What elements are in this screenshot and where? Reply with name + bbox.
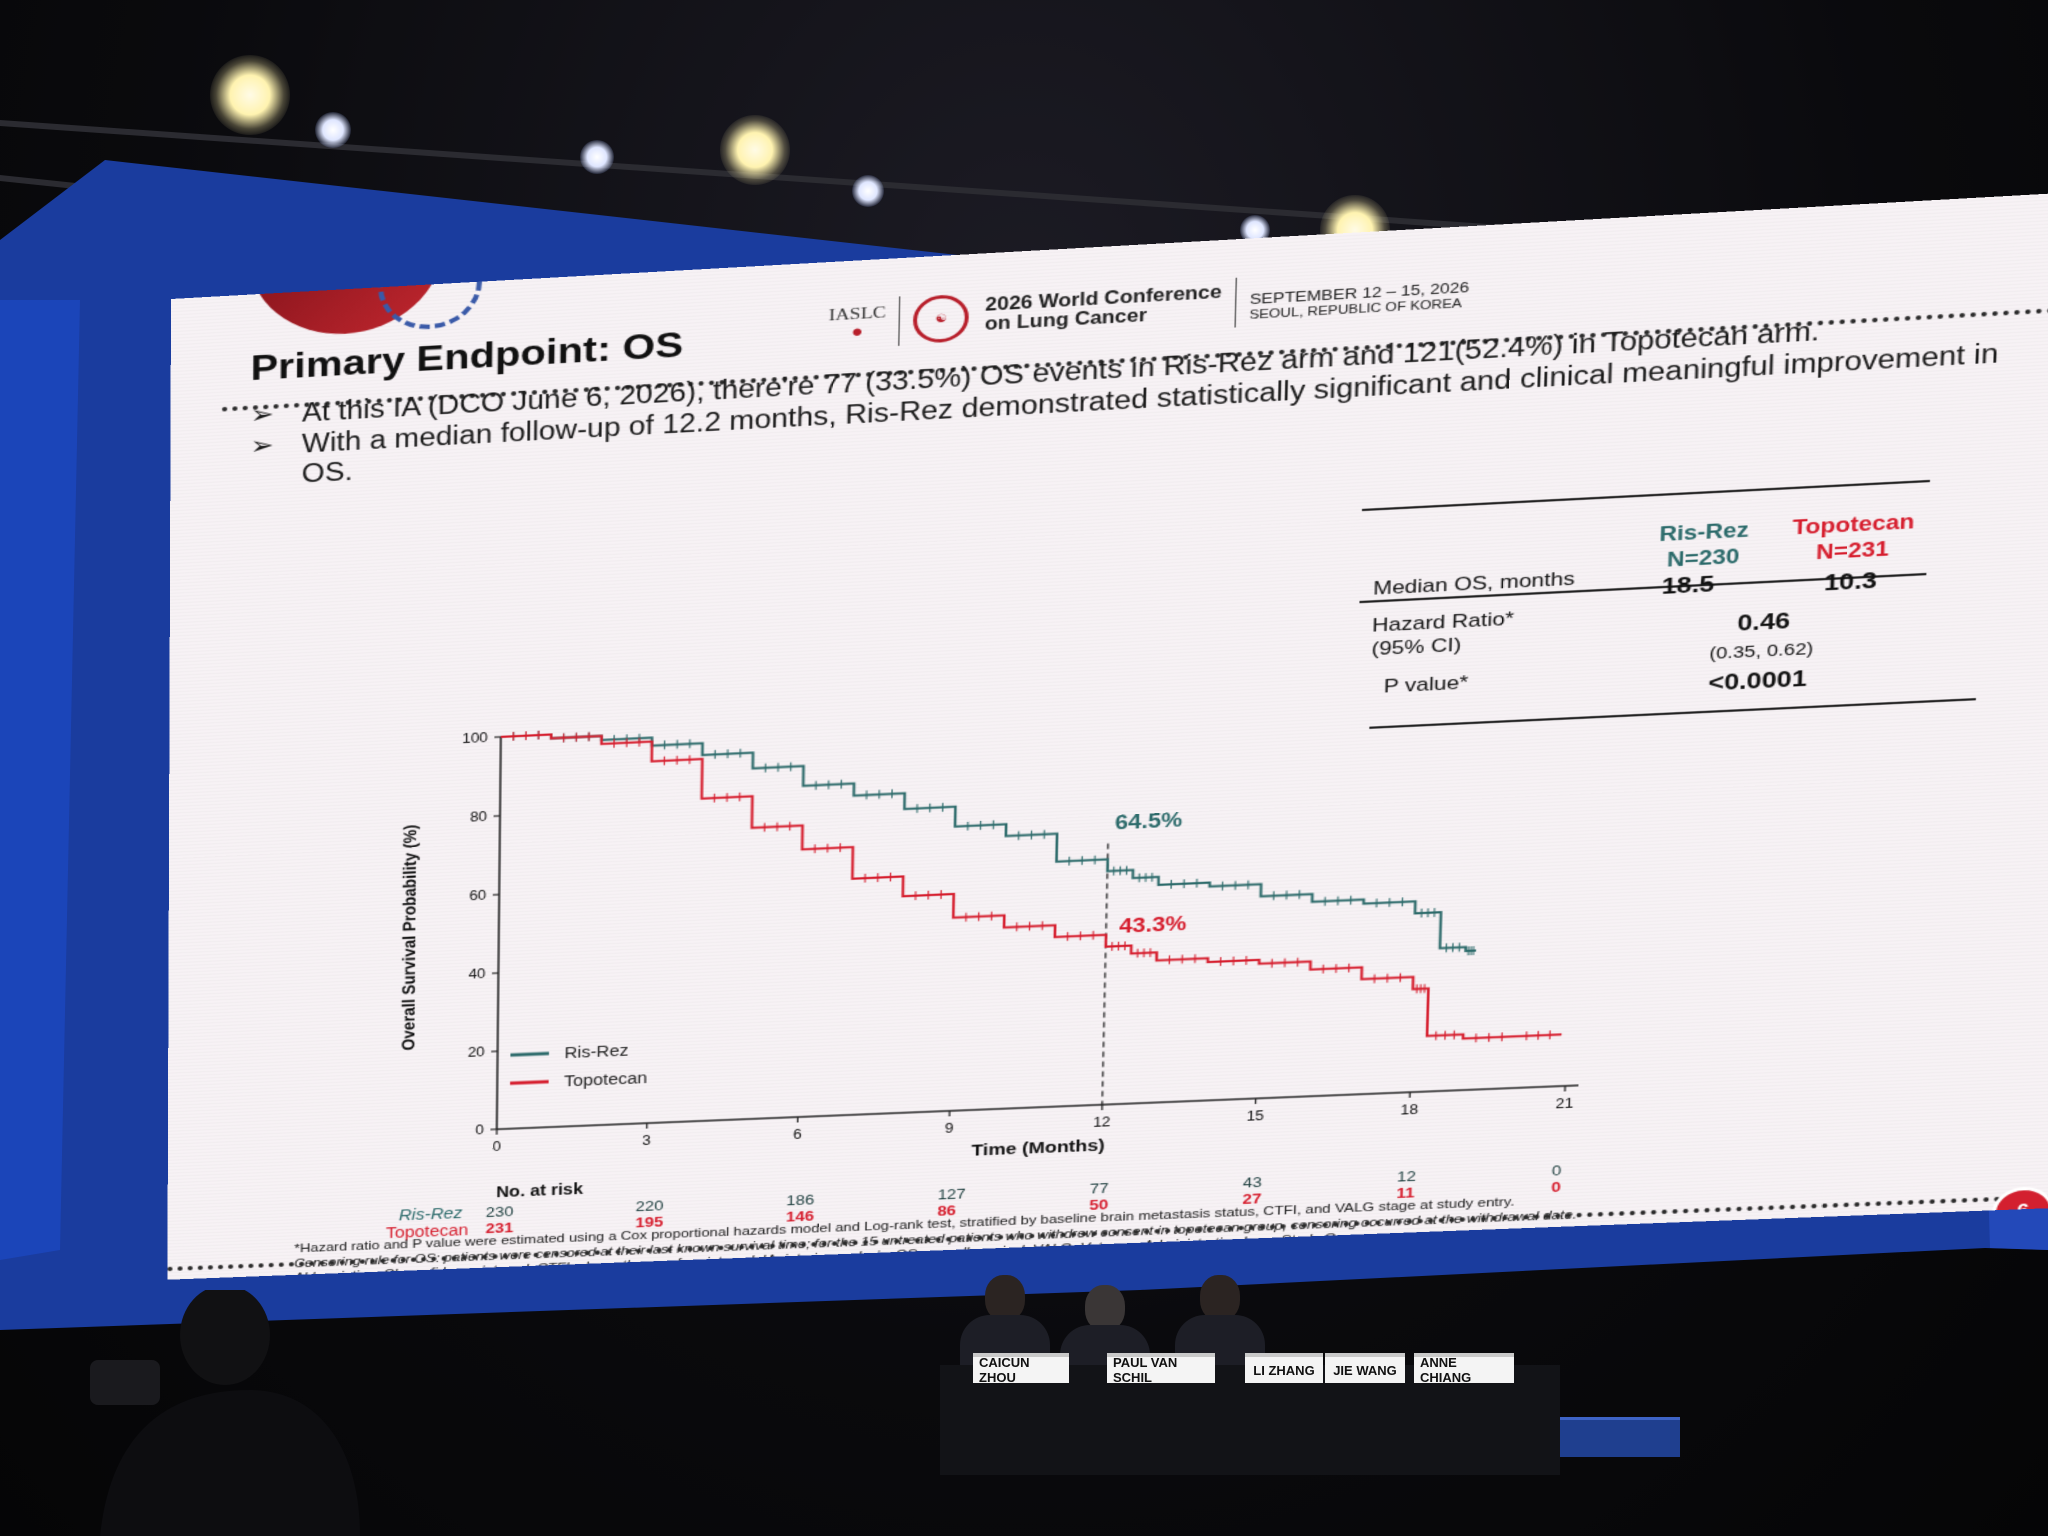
x-tick-label: 18 xyxy=(1400,1103,1418,1118)
stage-light xyxy=(720,115,790,185)
x-tick-label: 15 xyxy=(1246,1109,1264,1124)
nameplate: JIE WANG xyxy=(1325,1353,1405,1383)
risk-value-ris-rez: 220 xyxy=(635,1197,664,1215)
km-survival-chart: 0 3 6 9 12 15 18 21 0 20 40 60 80 100 Time (Months) Ove… xyxy=(398,179,2048,1159)
chart-series: 64.5% 43.3% xyxy=(497,681,1572,1083)
legend-swatch xyxy=(510,1082,549,1084)
risk-value-ris-rez: 0 xyxy=(1551,1161,1562,1179)
y-tick-label: 100 xyxy=(462,731,488,747)
x-tick-label: 0 xyxy=(492,1140,501,1155)
stage-light xyxy=(210,55,290,135)
p-value: <0.0001 xyxy=(1707,666,1808,697)
table-header-topotecan: Topotecan N=231 xyxy=(1777,508,1929,566)
legend-swatch xyxy=(510,1053,549,1055)
x-tick-label: 9 xyxy=(945,1122,954,1137)
risk-value-ris-rez: 127 xyxy=(937,1185,966,1203)
stage-spotlight xyxy=(852,175,884,207)
median-os-ris-rez: 18.5 xyxy=(1661,572,1715,600)
nameplate: ANNE CHIANG xyxy=(1414,1353,1514,1385)
risk-value-topotecan: 0 xyxy=(1551,1178,1562,1196)
nameplate: LI ZHANG xyxy=(1245,1353,1323,1383)
annotation-label: 43.3% xyxy=(1119,912,1187,938)
y-tick-label: 0 xyxy=(475,1123,484,1138)
speaker-panel: CAICUN ZHOU PAUL VAN SCHIL LI ZHANG JIE … xyxy=(940,1275,1560,1475)
reference-line-12-months xyxy=(1102,843,1108,1104)
p-value-label: P value* xyxy=(1383,671,1469,698)
x-tick-label: 3 xyxy=(642,1134,651,1149)
x-axis-label: Time (Months) xyxy=(971,1136,1105,1159)
annotation-label: 64.5% xyxy=(1115,808,1183,834)
y-tick-label: 60 xyxy=(469,889,486,904)
y-axis xyxy=(497,737,501,1129)
table-header-ris-rez: Ris-Rez N=230 xyxy=(1642,517,1766,574)
chart-axes: 0 3 6 9 12 15 18 21 0 20 40 60 80 100 Time (Months) Ove… xyxy=(398,731,1591,1159)
y-tick-label: 40 xyxy=(468,967,485,982)
risk-value-ris-rez: 12 xyxy=(1396,1167,1417,1185)
photographer-silhouette xyxy=(90,1290,360,1536)
y-axis-label: Overall Survival Probability (%) xyxy=(398,824,420,1051)
nameplate: PAUL VAN SCHIL xyxy=(1107,1353,1215,1385)
survival-curve-ris-rez xyxy=(498,690,1484,993)
risk-table-title: No. at risk xyxy=(496,1179,584,1201)
presentation-slide: IASLC ● ☯ 2026 World Conference on Lung C… xyxy=(167,178,2048,1280)
stage-spotlight xyxy=(580,140,614,174)
chart-legend: Ris-Rez Topotecan xyxy=(510,1042,647,1092)
x-tick-label: 21 xyxy=(1555,1097,1573,1112)
x-tick-label: 6 xyxy=(793,1128,802,1143)
stage-spotlight xyxy=(315,112,351,148)
panel-table xyxy=(940,1365,1560,1475)
legend-label: Topotecan xyxy=(564,1069,647,1090)
risk-value-ris-rez: 230 xyxy=(485,1203,514,1221)
legend-label: Ris-Rez xyxy=(564,1042,628,1062)
y-tick-label: 80 xyxy=(470,810,487,825)
hazard-ratio-value: 0.46 xyxy=(1736,608,1791,637)
median-os-topotecan: 10.3 xyxy=(1823,568,1878,597)
hazard-ratio-ci-label: (95% CI) xyxy=(1371,634,1462,660)
risk-value-ris-rez: 186 xyxy=(785,1191,815,1209)
y-tick-label: 20 xyxy=(468,1045,485,1060)
risk-value-ris-rez: 77 xyxy=(1089,1179,1109,1197)
nameplate: CAICUN ZHOU xyxy=(973,1353,1069,1385)
x-tick-label: 12 xyxy=(1093,1115,1111,1130)
risk-value-ris-rez: 43 xyxy=(1242,1173,1263,1191)
